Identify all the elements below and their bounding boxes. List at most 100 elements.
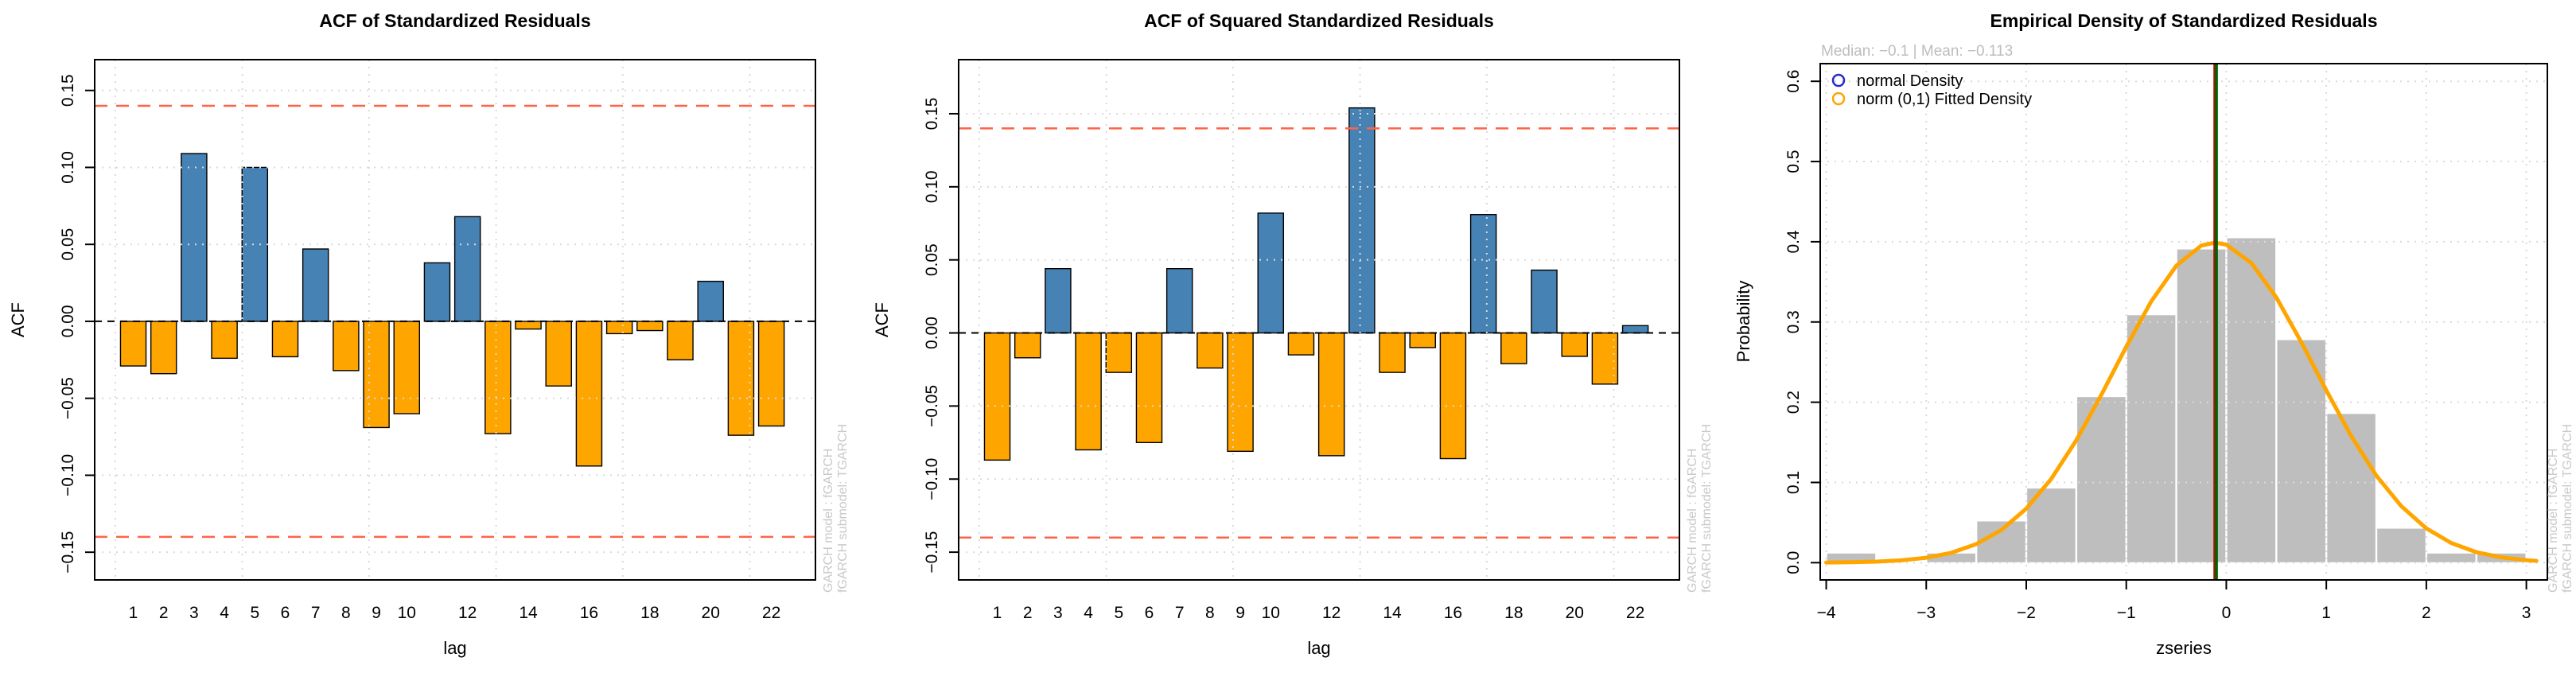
legend-marker-fitted-density xyxy=(1831,91,1846,106)
acf1-bar-lag-13 xyxy=(484,321,512,434)
x-tick-label: 2 xyxy=(1023,604,1033,622)
hist-bar-5 xyxy=(2076,395,2127,563)
acf1-bar-lag-16 xyxy=(575,321,603,467)
x-tick-label: 9 xyxy=(1235,604,1245,622)
panel3-side-note-line2: fGARCH submodel: TGARCH xyxy=(2561,424,2574,593)
x-tick-label: 3 xyxy=(1053,604,1063,622)
acf1-bar-lag-12 xyxy=(453,216,481,322)
hist-bar-12 xyxy=(2426,552,2477,563)
acf1-bar-lag-19 xyxy=(667,321,694,361)
acf1-bar-lag-6 xyxy=(271,321,299,358)
y-tick-label: 0.05 xyxy=(923,243,941,276)
x-tick-label: 18 xyxy=(1504,604,1523,622)
density-legend: normal Density norm (0,1) Fitted Density xyxy=(1831,72,2032,108)
y-tick-label: −0.10 xyxy=(923,458,941,500)
acf1-bar-lag-4 xyxy=(211,321,238,360)
hist-bar-7 xyxy=(2176,248,2227,563)
panel1-side-note-line2: fGARCH submodel: TGARCH xyxy=(836,424,850,593)
y-tick-label: −0.15 xyxy=(923,531,941,574)
x-tick-label: 4 xyxy=(220,604,229,622)
x-tick-label: 20 xyxy=(1566,604,1584,622)
panel3-xlabel: zseries xyxy=(2156,638,2212,658)
panel1-side-note-line1: GARCH model : fGARCH xyxy=(822,449,835,593)
x-tick-label: 16 xyxy=(1444,604,1462,622)
plot-box xyxy=(1819,63,2548,581)
x-tick-label: 1 xyxy=(2321,604,2331,622)
acf2-bar-lag-22 xyxy=(1621,325,1649,334)
x-tick-label: 22 xyxy=(762,604,780,622)
y-tick-label: 0.10 xyxy=(59,151,77,184)
plot-box xyxy=(94,59,816,581)
median-mean-annotation: Median: −0.1 | Mean: −0.113 xyxy=(1821,43,2013,60)
x-tick-label: 12 xyxy=(1322,604,1341,622)
acf1-bar-lag-14 xyxy=(515,321,542,330)
x-tick-label: 5 xyxy=(250,604,259,622)
panel3-side-note-line1: GARCH model : fGARCH xyxy=(2547,449,2560,593)
acf2-bar-lag-15 xyxy=(1409,332,1436,348)
x-tick-label: −1 xyxy=(2117,604,2136,622)
legend-marker-normal-density xyxy=(1831,73,1846,88)
y-tick-label: 0.2 xyxy=(1784,391,1803,414)
panel1-xlabel: lag xyxy=(443,638,466,658)
acf2-bar-lag-5 xyxy=(1105,332,1133,373)
x-tick-label: 2 xyxy=(159,604,169,622)
y-tick-label: 0.05 xyxy=(59,228,77,261)
y-tick-label: −0.15 xyxy=(59,531,77,574)
acf2-bar-lag-21 xyxy=(1591,332,1619,385)
x-tick-label: 7 xyxy=(311,604,321,622)
x-tick-label: −2 xyxy=(2017,604,2036,622)
x-tick-label: 10 xyxy=(1262,604,1280,622)
y-tick-label: 0.4 xyxy=(1784,230,1803,254)
acf2-bar-lag-10 xyxy=(1257,212,1285,334)
x-tick-label: 8 xyxy=(1205,604,1215,622)
acf2-bar-lag-16 xyxy=(1439,332,1467,460)
panel1-title: ACF of Standardized Residuals xyxy=(319,10,590,31)
x-tick-label: 4 xyxy=(1084,604,1093,622)
acf1-bar-lag-11 xyxy=(423,262,451,322)
acf2-bar-lag-18 xyxy=(1500,332,1527,364)
fitted-density-curve xyxy=(1824,240,2539,565)
acf2-bar-lag-12 xyxy=(1317,332,1345,457)
hist-bar-6 xyxy=(2126,314,2177,563)
x-tick-label: 2 xyxy=(2422,604,2431,622)
acf1-bar-lag-15 xyxy=(545,321,572,387)
x-tick-label: −3 xyxy=(1916,604,1936,622)
legend-label-normal-density: normal Density xyxy=(1857,72,1963,90)
panel2-xlabel: lag xyxy=(1307,638,1330,658)
acf2-bar-lag-1 xyxy=(983,332,1011,461)
plot-box xyxy=(958,59,1680,581)
acf2-bar-lag-7 xyxy=(1165,268,1193,334)
x-tick-label: 1 xyxy=(993,604,1002,622)
x-tick-label: 8 xyxy=(341,604,351,622)
panel2-ylabel: ACF xyxy=(872,302,892,337)
panel1-ylabel: ACF xyxy=(8,302,28,337)
x-tick-label: 6 xyxy=(281,604,290,622)
x-tick-label: 0 xyxy=(2222,604,2232,622)
y-tick-label: −0.05 xyxy=(59,377,77,419)
y-tick-label: −0.05 xyxy=(923,385,941,427)
y-tick-label: 0.00 xyxy=(59,305,77,337)
y-tick-label: 0.3 xyxy=(1784,310,1803,333)
acf2-bar-lag-4 xyxy=(1075,332,1102,451)
plots-layer: 0.150.100.050.00−0.05−0.10−0.151 2 3 4 5 6 7 8 9… xyxy=(59,59,2548,622)
x-tick-label: 5 xyxy=(1114,604,1123,622)
acf2-bar-lag-9 xyxy=(1227,332,1254,453)
x-tick-label: 6 xyxy=(1145,604,1154,622)
x-tick-label: 12 xyxy=(458,604,477,622)
legend-label-fitted-density: norm (0,1) Fitted Density xyxy=(1857,91,2032,108)
x-tick-label: 3 xyxy=(2522,604,2531,622)
acf2-bar-lag-19 xyxy=(1531,269,1558,334)
y-tick-label: 0.1 xyxy=(1784,471,1803,494)
acf1-bar-lag-1 xyxy=(119,321,147,367)
acf2-bar-lag-3 xyxy=(1045,268,1072,334)
y-tick-label: 0.15 xyxy=(59,74,77,107)
panel2-side-note-line2: fGARCH submodel: TGARCH xyxy=(1700,424,1714,593)
acf1-bar-lag-7 xyxy=(302,248,329,322)
y-tick-label: −0.10 xyxy=(59,454,77,496)
x-tick-label: 16 xyxy=(580,604,598,622)
acf1-bar-lag-22 xyxy=(757,321,785,427)
x-tick-label: 10 xyxy=(398,604,416,622)
x-tick-label: 22 xyxy=(1626,604,1644,622)
x-tick-label: 1 xyxy=(129,604,138,622)
acf2-bar-lag-6 xyxy=(1135,332,1163,444)
